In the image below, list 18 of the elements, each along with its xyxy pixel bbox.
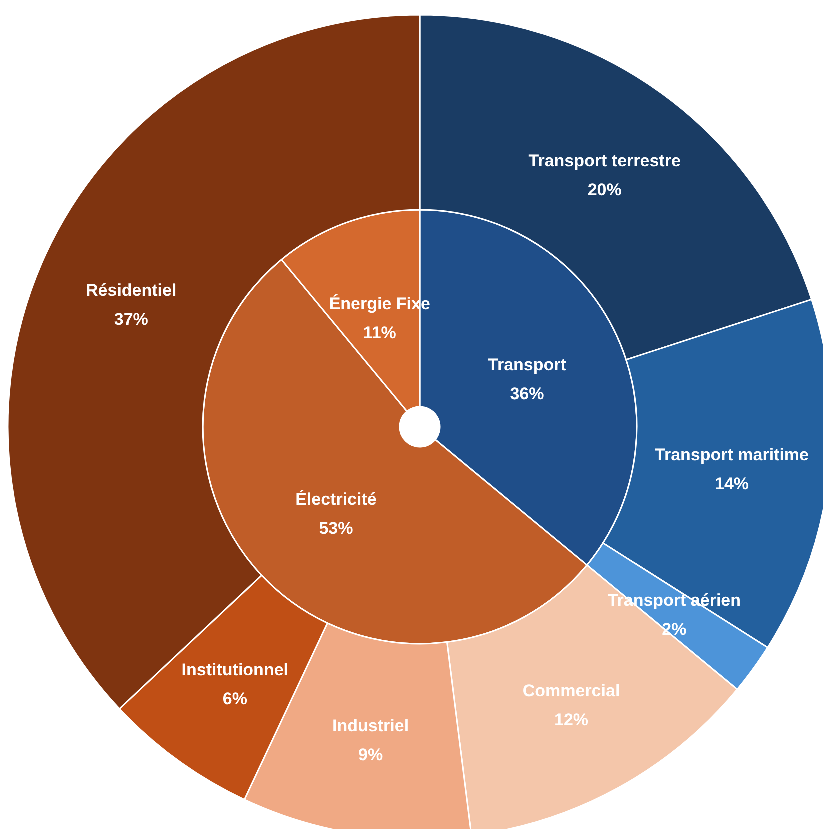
data-label: 11%: [363, 324, 396, 343]
data-label: 37%: [114, 310, 148, 330]
slice-label: Industriel: [332, 716, 410, 736]
data-label: 20%: [588, 180, 622, 200]
slice-label: Transport maritime: [655, 445, 810, 464]
slice-label: Transport terrestre: [528, 152, 681, 171]
data-label: 6%: [222, 689, 248, 708]
slice-label: Électricité: [296, 488, 377, 509]
data-label: 53%: [319, 518, 354, 538]
data-label: 36%: [510, 384, 544, 404]
data-label: 2%: [662, 620, 687, 639]
data-label: 14%: [715, 474, 750, 494]
slice-label: Institutionnel: [182, 660, 288, 680]
slice-label: Résidentiel: [86, 281, 177, 300]
slice-label: Transport: [488, 356, 567, 375]
data-label: 9%: [358, 746, 384, 765]
slice-label: Commercial: [522, 682, 620, 701]
data-label: 12%: [554, 710, 589, 730]
